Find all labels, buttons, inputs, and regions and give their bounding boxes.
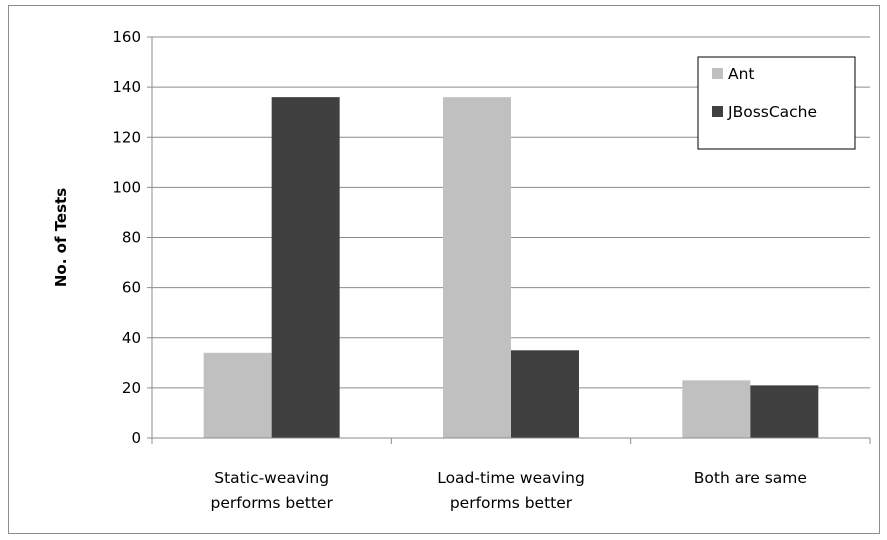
y-tick-labels: 0 20 40 60 80 100 120 140 160: [112, 28, 141, 447]
bar-ant: [203, 352, 272, 438]
bar-jbosscache: [511, 350, 579, 438]
y-tick-label: 160: [112, 28, 141, 46]
x-category-label: Load-time weaving performs better: [437, 469, 585, 512]
legend-items: Ant JBossCache: [712, 65, 817, 121]
y-axis-title: No. of Tests: [52, 188, 70, 287]
x-category-label-line: performs better: [450, 494, 573, 512]
bar-jbosscache: [271, 97, 340, 439]
legend: Ant JBossCache: [697, 56, 856, 150]
legend-label-ant: Ant: [728, 65, 755, 83]
y-tick-label: 60: [122, 279, 141, 297]
x-category-label-line: Static-weaving: [214, 469, 329, 487]
bar-ant: [443, 97, 511, 439]
x-category-label-line: performs better: [211, 494, 334, 512]
y-tick-label: 100: [112, 178, 141, 196]
y-tick-label: 140: [112, 78, 141, 96]
y-tick-label: 40: [122, 329, 141, 347]
x-category-label: Static-weaving performs better: [211, 469, 334, 512]
chart-frame: 0 20 40 60 80 100 120 140 160 Static-weaving perf…: [8, 5, 880, 534]
y-tick-label: 80: [122, 229, 141, 247]
bars: [203, 97, 819, 439]
legend-box: [697, 56, 856, 150]
legend-label-jbosscache: JBossCache: [727, 103, 817, 121]
x-category-label-line: Both are same: [694, 469, 807, 487]
y-tick-label: 0: [131, 429, 141, 447]
x-category-label-line: Load-time weaving: [437, 469, 585, 487]
bar-ant: [682, 380, 751, 438]
y-tick-label: 120: [112, 128, 141, 146]
bar-jbosscache: [750, 385, 819, 438]
x-category-label: Both are same: [694, 469, 807, 487]
axes: [147, 36, 871, 444]
y-tick-label: 20: [122, 379, 141, 397]
legend-swatch-ant: [712, 68, 723, 79]
legend-swatch-jbosscache: [712, 106, 723, 117]
bar-chart: 0 20 40 60 80 100 120 140 160 Static-weaving perf…: [52, 28, 871, 512]
